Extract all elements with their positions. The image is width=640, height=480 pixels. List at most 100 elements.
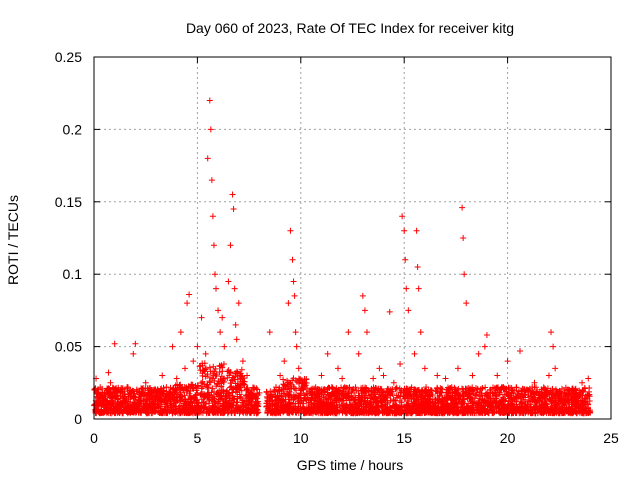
noise-point — [339, 403, 346, 410]
data-point — [105, 369, 112, 376]
noise-point — [306, 399, 313, 406]
data-point — [562, 398, 569, 405]
noise-point — [98, 399, 105, 406]
noise-point — [390, 398, 397, 405]
data-point — [95, 394, 102, 401]
noise-point — [233, 399, 240, 406]
data-point — [132, 340, 139, 347]
data-point — [289, 256, 296, 263]
data-point — [97, 384, 104, 391]
data-point — [291, 292, 298, 299]
noise-point — [186, 392, 193, 399]
noise-point — [209, 410, 216, 417]
noise-point — [463, 385, 470, 392]
noise-point — [326, 392, 333, 399]
noise-point — [507, 392, 514, 399]
noise-point — [400, 403, 407, 410]
plot-frame — [93, 56, 612, 420]
noise-point — [227, 369, 234, 376]
noise-point — [107, 402, 114, 409]
noise-point — [367, 399, 374, 406]
noise-point — [473, 388, 480, 395]
noise-point — [224, 368, 231, 375]
noise-point — [387, 405, 394, 412]
noise-point — [334, 408, 341, 415]
noise-point — [541, 389, 548, 396]
noise-point — [424, 397, 431, 404]
noise-point — [366, 392, 373, 399]
noise-point — [370, 384, 377, 391]
data-point — [124, 384, 131, 391]
noise-point — [198, 391, 205, 398]
data-point — [421, 365, 428, 372]
noise-point — [300, 397, 307, 404]
data-point — [232, 321, 239, 328]
data-point — [277, 372, 284, 379]
data-point — [525, 387, 532, 394]
noise-point — [438, 398, 445, 405]
noise-point — [187, 398, 194, 405]
data-point — [272, 384, 279, 391]
noise-point — [577, 391, 584, 398]
y-tick-labels: 0 0.05 0.1 0.15 0.2 0.25 — [55, 49, 82, 427]
data-point — [517, 347, 524, 354]
noise-point — [138, 407, 145, 414]
data-point — [204, 155, 211, 162]
data-point — [460, 235, 467, 241]
noise-point — [321, 386, 328, 393]
noise-point — [147, 388, 154, 395]
noise-point — [493, 399, 500, 406]
noise-point — [219, 368, 226, 375]
noise-point — [263, 389, 270, 396]
noise-point — [215, 398, 222, 405]
noise-point — [451, 408, 458, 415]
noise-point — [118, 403, 125, 410]
noise-point — [328, 409, 335, 416]
noise-point — [546, 396, 553, 403]
data-point — [401, 227, 408, 234]
noise-point — [231, 396, 238, 403]
noise-point — [509, 386, 516, 393]
noise-point — [223, 393, 230, 400]
noise-point — [271, 402, 278, 409]
data-point — [545, 372, 552, 379]
x-tick-label: 25 — [603, 430, 619, 446]
noise-point — [482, 402, 489, 409]
noise-point — [412, 407, 419, 414]
noise-point — [467, 409, 474, 416]
data-point — [169, 343, 176, 350]
noise-point — [165, 393, 172, 400]
data-point — [415, 285, 422, 292]
noise-point — [325, 397, 332, 404]
noise-point — [340, 388, 347, 395]
noise-point — [545, 408, 552, 415]
chart-title: Day 060 of 2023, Rate Of TEC Index for r… — [186, 20, 514, 36]
data-point — [229, 191, 236, 198]
noise-point — [299, 383, 306, 390]
y-tick-label: 0 — [74, 411, 82, 427]
noise-point — [556, 403, 563, 410]
data-point — [390, 379, 397, 386]
noise-point — [214, 391, 221, 398]
data-point — [221, 343, 228, 350]
noise-point — [555, 409, 562, 416]
noise-point — [542, 393, 549, 400]
noise-point — [255, 403, 262, 410]
noise-point — [421, 408, 428, 415]
noise-point — [452, 394, 459, 401]
data-point — [318, 372, 325, 379]
noise-point — [489, 392, 496, 399]
noise-point — [473, 385, 480, 392]
data-point — [548, 329, 555, 336]
data-point — [210, 242, 217, 249]
noise-point — [559, 408, 566, 415]
noise-point — [429, 391, 436, 398]
noise-point — [449, 408, 456, 415]
noise-point — [244, 384, 251, 391]
noise-point — [405, 389, 412, 396]
noise-point — [267, 388, 274, 395]
noise-point — [158, 401, 165, 408]
noise-point — [193, 384, 200, 391]
noise-point — [102, 396, 109, 403]
data-point — [235, 300, 242, 307]
